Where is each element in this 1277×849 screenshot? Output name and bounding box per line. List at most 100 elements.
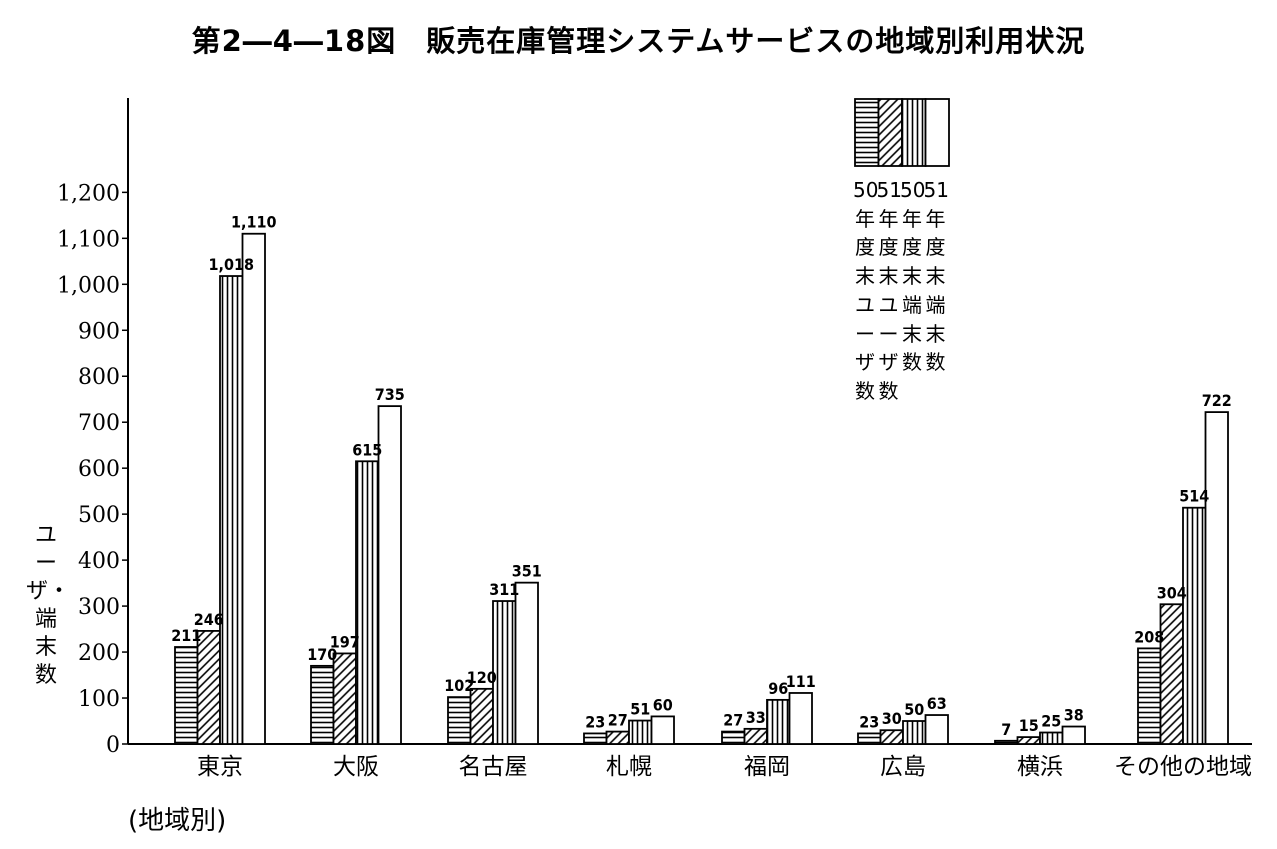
data-label: 304 (1157, 583, 1187, 602)
legend (854, 98, 950, 167)
y-tick-label: 600 (78, 457, 120, 482)
bar-3-5 (924, 714, 949, 745)
data-label: 33 (746, 708, 766, 727)
bar-0-6 (994, 739, 1019, 745)
bar-3-3 (650, 715, 675, 745)
legend-label-0: 50 年度末ユーザ数 (853, 178, 879, 403)
data-label: 51 (630, 700, 650, 719)
bar-0-1 (310, 664, 335, 745)
y-axis-label: ユーザ・端末数 (26, 523, 71, 688)
bar-1-1 (332, 652, 357, 745)
bar-3-0 (241, 232, 266, 745)
bar-1-0 (196, 630, 221, 745)
data-label: 102 (444, 676, 474, 695)
x-axis-label: (地域別) (128, 806, 227, 836)
bar-3-2 (514, 581, 539, 745)
x-category-label: 名古屋 (459, 754, 528, 780)
x-category-label: 札幌 (606, 754, 652, 780)
data-label: 311 (489, 580, 519, 599)
data-label: 7 (1001, 720, 1011, 739)
legend-swatch-1 (877, 98, 903, 167)
y-tick-label: 0 (106, 733, 120, 758)
x-category-label: 横浜 (1017, 754, 1063, 780)
bar-2-0 (219, 275, 244, 745)
data-label: 211 (171, 626, 201, 645)
bar-1-5 (879, 729, 904, 745)
y-tick-label: 1,200 (57, 181, 120, 206)
data-label: 351 (512, 562, 542, 581)
chart-title: 第2―4―18図 販売在庫管理システムサービスの地域別利用状況 (191, 24, 1086, 58)
bar-0-5 (857, 732, 882, 745)
data-label: 23 (585, 712, 605, 731)
bar-0-7 (1137, 647, 1162, 745)
y-tick-label: 1,100 (57, 227, 120, 252)
y-tick-label: 400 (78, 549, 120, 574)
y-tick-label: 1,000 (57, 273, 120, 298)
x-category-label: 福岡 (744, 754, 790, 780)
y-tick-label: 800 (78, 365, 120, 390)
bar-2-4 (766, 698, 791, 745)
legend-swatch-0 (854, 98, 880, 167)
y-tick-label: 900 (78, 319, 120, 344)
legend-label-3: 51 年度末端末数 (923, 178, 949, 375)
legend-swatch-3 (924, 98, 950, 167)
legend-label-1: 51 年度末ユーザ数 (876, 178, 902, 403)
bar-0-4 (721, 730, 746, 745)
data-label: 514 (1179, 487, 1209, 506)
y-tick-label: 500 (78, 503, 120, 528)
bar-1-3 (605, 730, 630, 745)
data-label: 27 (608, 711, 628, 730)
x-axis-category-labels: 東京 大阪 名古屋 札幌 福岡 広島 横浜 その他の地域 (197, 754, 1252, 780)
bar-3-1 (377, 405, 402, 745)
data-label: 120 (467, 668, 497, 687)
bar-3-4 (788, 692, 813, 745)
bar-1-6 (1016, 736, 1041, 745)
legend-swatch-2 (901, 98, 927, 167)
x-category-label: 広島 (880, 754, 926, 780)
y-tick-label: 300 (78, 595, 120, 620)
bar-0-3 (583, 732, 608, 745)
data-label: 170 (307, 645, 337, 664)
chart-axes (127, 98, 1252, 745)
chart-bars (174, 232, 1229, 745)
x-category-label: 東京 (197, 754, 243, 780)
legend-label-2: 50 年度末端末数 (900, 178, 926, 375)
x-category-label: 大阪 (333, 754, 379, 780)
data-label: 50 (904, 700, 924, 719)
data-label: 1,110 (231, 213, 277, 232)
data-label: 1,018 (208, 255, 254, 274)
data-label: 722 (1202, 391, 1232, 410)
data-label: 735 (375, 385, 405, 404)
bar-2-7 (1182, 506, 1207, 745)
data-label: 96 (768, 679, 788, 698)
bar-2-6 (1039, 731, 1064, 745)
bar-3-7 (1204, 411, 1229, 745)
data-label: 27 (723, 711, 743, 730)
y-axis-ticks: 0 100 200 300 400 500 600 700 800 900 1,000 1,100 1,… (57, 181, 128, 758)
data-label: 197 (330, 632, 360, 651)
bar-1-2 (469, 687, 494, 745)
data-label: 60 (653, 695, 673, 714)
bar-1-7 (1159, 603, 1184, 745)
data-label: 15 (1019, 716, 1039, 735)
data-label: 23 (859, 712, 879, 731)
bar-3-6 (1061, 725, 1086, 745)
bar-2-3 (628, 719, 653, 745)
data-label: 38 (1064, 706, 1084, 725)
bar-2-1 (355, 460, 380, 745)
data-label: 25 (1041, 712, 1061, 731)
bar-0-2 (447, 696, 472, 745)
data-label: 615 (352, 440, 382, 459)
y-tick-label: 700 (78, 411, 120, 436)
data-label: 111 (786, 672, 816, 691)
bar-2-5 (902, 720, 927, 745)
bar-1-4 (743, 727, 768, 745)
bar-0-0 (174, 646, 199, 745)
data-label: 63 (927, 694, 947, 713)
data-label: 246 (194, 610, 224, 629)
data-label: 30 (882, 709, 902, 728)
y-tick-label: 200 (78, 641, 120, 666)
y-tick-label: 100 (78, 687, 120, 712)
